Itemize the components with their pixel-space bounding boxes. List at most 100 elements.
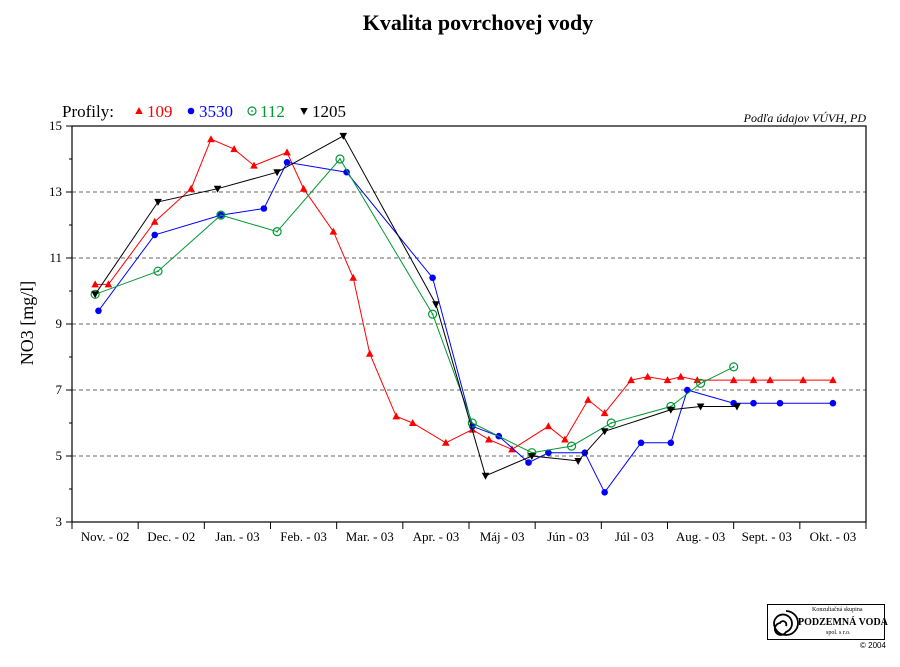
data-point-109 bbox=[829, 376, 837, 384]
logo-bottom-text: spol. s r.o. bbox=[826, 630, 851, 636]
marker-dot bbox=[732, 366, 735, 368]
marker-ring bbox=[272, 227, 282, 237]
marker-ring bbox=[153, 266, 163, 276]
data-point-109 bbox=[365, 349, 374, 357]
data-point-3530 bbox=[776, 399, 784, 407]
data-point-1205 bbox=[339, 132, 348, 140]
data-point-109 bbox=[627, 376, 635, 384]
legend-marker-112 bbox=[247, 106, 257, 116]
data-point-109 bbox=[643, 372, 652, 380]
data-point-109 bbox=[485, 435, 493, 443]
data-point-1205 bbox=[91, 291, 99, 299]
data-point-109 bbox=[392, 412, 401, 420]
data-point-109 bbox=[749, 376, 758, 384]
data-point-109 bbox=[676, 372, 685, 380]
x-tick-label: Mar. - 03 bbox=[346, 529, 394, 544]
data-point-3530 bbox=[637, 439, 645, 447]
company-logo: Konzultačná skupina PODZEMNÁ VODA spol. … bbox=[767, 604, 888, 640]
y-axis-label: NO3 [mg/l] bbox=[17, 281, 37, 366]
x-tick-label: Júl - 03 bbox=[615, 529, 654, 544]
data-point-1205 bbox=[696, 403, 705, 411]
data-point-109 bbox=[329, 227, 338, 235]
data-point-1205 bbox=[154, 198, 162, 206]
copyright-text: © 2004 bbox=[860, 641, 886, 650]
marker-ring bbox=[729, 362, 739, 372]
data-point-3530 bbox=[260, 205, 268, 212]
series-line-3530 bbox=[98, 161, 833, 494]
data-point-3530 bbox=[545, 449, 552, 457]
y-tick-label: 9 bbox=[56, 316, 63, 331]
data-point-3530 bbox=[750, 399, 757, 407]
marker-dot bbox=[699, 382, 702, 385]
x-tick-label: Feb. - 03 bbox=[280, 529, 327, 544]
plot-area: 3 5 7 9 11 13 15 Nov. - 02 Dec. - 02 Jan. - 03 Feb… bbox=[49, 118, 867, 544]
data-point-112 bbox=[335, 154, 345, 164]
data-point-109 bbox=[91, 280, 99, 288]
data-point-3530 bbox=[151, 231, 159, 239]
data-point-112 bbox=[566, 441, 577, 451]
data-point-109 bbox=[663, 376, 672, 384]
data-point-109 bbox=[508, 445, 516, 453]
data-point-112 bbox=[729, 362, 739, 372]
data-point-109 bbox=[250, 161, 258, 169]
legend-marker-109 bbox=[135, 107, 143, 114]
x-tick-label: Aug. - 03 bbox=[676, 529, 725, 544]
legend-label-109: 109 bbox=[147, 102, 173, 121]
data-point-109 bbox=[283, 148, 291, 156]
data-point-112 bbox=[153, 266, 163, 276]
data-point-1205 bbox=[600, 428, 609, 436]
data-point-109 bbox=[299, 184, 308, 192]
marker-dot bbox=[157, 270, 159, 273]
data-point-1205 bbox=[432, 301, 440, 309]
data-point-109 bbox=[442, 438, 450, 446]
data-point-3530 bbox=[684, 386, 691, 394]
x-tick-label: Jún - 03 bbox=[547, 529, 589, 544]
data-point-109 bbox=[729, 376, 738, 384]
marker-dot bbox=[570, 445, 573, 447]
x-tick-label: Máj - 03 bbox=[480, 529, 525, 544]
logo-main-text: PODZEMNÁ VODA bbox=[798, 617, 888, 628]
legend: 109 3530 112 1205 bbox=[135, 102, 346, 121]
marker-dot bbox=[339, 158, 341, 160]
marker-dot bbox=[471, 422, 474, 424]
logo-top-text: Konzultačná skupina bbox=[812, 607, 863, 613]
y-tick-label: 7 bbox=[56, 382, 63, 397]
y-tick-label: 13 bbox=[49, 184, 62, 199]
y-tick-label: 11 bbox=[49, 250, 62, 265]
marker-ring bbox=[335, 154, 345, 164]
x-tick-label: Okt. - 03 bbox=[810, 529, 857, 544]
data-point-109 bbox=[187, 184, 195, 192]
x-tick-label: Nov. - 02 bbox=[81, 529, 130, 544]
data-point-109 bbox=[230, 145, 238, 153]
marker-dot bbox=[610, 422, 613, 424]
data-point-3530 bbox=[601, 489, 608, 496]
x-tick-label: Dec. - 02 bbox=[147, 529, 195, 544]
data-point-109 bbox=[207, 135, 215, 143]
data-point-3530 bbox=[667, 439, 675, 447]
data-point-3530 bbox=[283, 159, 291, 166]
marker-ring bbox=[566, 441, 577, 451]
legend-marker-1205 bbox=[300, 108, 308, 115]
data-point-109 bbox=[766, 376, 774, 384]
marker-ring bbox=[467, 418, 477, 428]
data-point-3530 bbox=[525, 459, 532, 466]
data-point-109 bbox=[104, 280, 113, 288]
data-point-109 bbox=[349, 273, 358, 281]
marker-dot bbox=[431, 313, 434, 315]
marker-ring bbox=[247, 106, 257, 116]
marker-dot bbox=[219, 214, 222, 217]
x-tick-label: Apr. - 03 bbox=[413, 529, 460, 544]
source-note: Podľa údajov VÚVH, PD bbox=[743, 111, 867, 125]
x-tick-label: Jan. - 03 bbox=[215, 529, 259, 544]
data-point-112 bbox=[216, 210, 226, 220]
marker-ring bbox=[216, 210, 226, 220]
legend-marker-3530 bbox=[187, 107, 195, 115]
data-point-109 bbox=[799, 376, 807, 384]
data-point-109 bbox=[150, 217, 159, 225]
data-point-1205 bbox=[667, 406, 675, 414]
data-point-109 bbox=[544, 422, 553, 430]
data-point-109 bbox=[561, 435, 569, 443]
data-point-112 bbox=[606, 418, 616, 428]
data-point-1205 bbox=[528, 453, 536, 460]
